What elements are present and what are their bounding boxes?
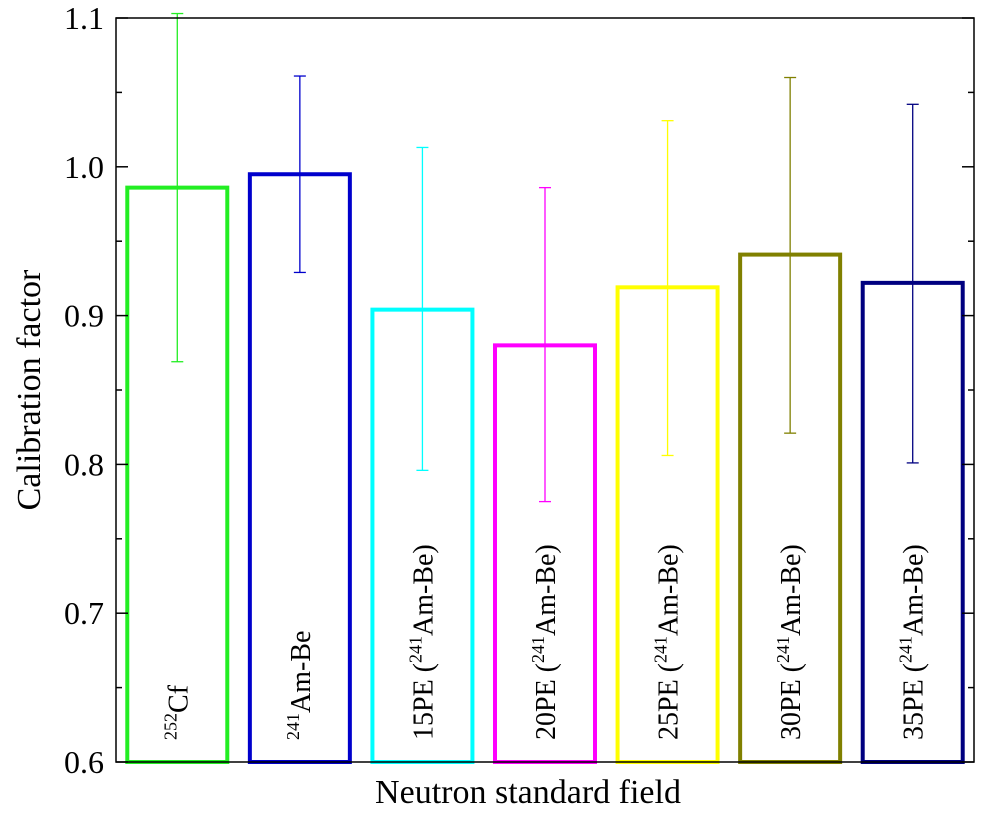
category-label-suffix: Am-Be) [531,544,562,636]
category-label-suffix: Cf [163,684,194,713]
category-label-superscript: 241 [283,713,303,740]
y-tick-label: 0.6 [64,744,104,780]
category-label-prefix: 15PE ( [408,663,439,740]
category-label: 252Cf [160,684,194,740]
category-label-superscript: 241 [773,636,793,663]
category-label-superscript: 241 [405,636,425,663]
y-tick-label: 1.0 [64,149,104,185]
category-label-suffix: Am-Be) [776,544,807,636]
category-label: 30PE (241Am-Be) [773,544,807,740]
category-label-prefix: 30PE ( [776,663,807,740]
category-label-suffix: Am-Be) [899,544,930,636]
category-label: 241Am-Be [283,631,317,740]
category-label-suffix: Am-Be) [408,544,439,636]
category-label-superscript: 241 [896,636,916,663]
category-label-superscript: 241 [528,636,548,663]
y-tick-label: 0.7 [64,595,104,631]
category-label-prefix: 35PE ( [899,663,930,740]
y-tick-label: 0.9 [64,298,104,334]
y-tick-label: 1.1 [64,0,104,36]
y-tick-label: 0.8 [64,446,104,482]
x-axis-label: Neutron standard field [375,774,681,811]
category-label: 20PE (241Am-Be) [528,544,562,740]
category-label-suffix: Am-Be) [654,544,685,636]
category-label: 15PE (241Am-Be) [405,544,439,740]
y-ticks-group: 0.6 0.7 0.8 0.9 1.0 1.1 [64,0,974,780]
category-label: 25PE (241Am-Be) [651,544,685,740]
category-label-superscript: 252 [160,713,180,740]
category-label-prefix: 20PE ( [531,663,562,740]
category-label-prefix: 25PE ( [654,663,685,740]
category-label-superscript: 241 [651,636,671,663]
category-label: 35PE (241Am-Be) [896,544,930,740]
category-label-suffix: Am-Be [286,631,317,713]
y-axis-label: Calibration factor [11,269,48,510]
